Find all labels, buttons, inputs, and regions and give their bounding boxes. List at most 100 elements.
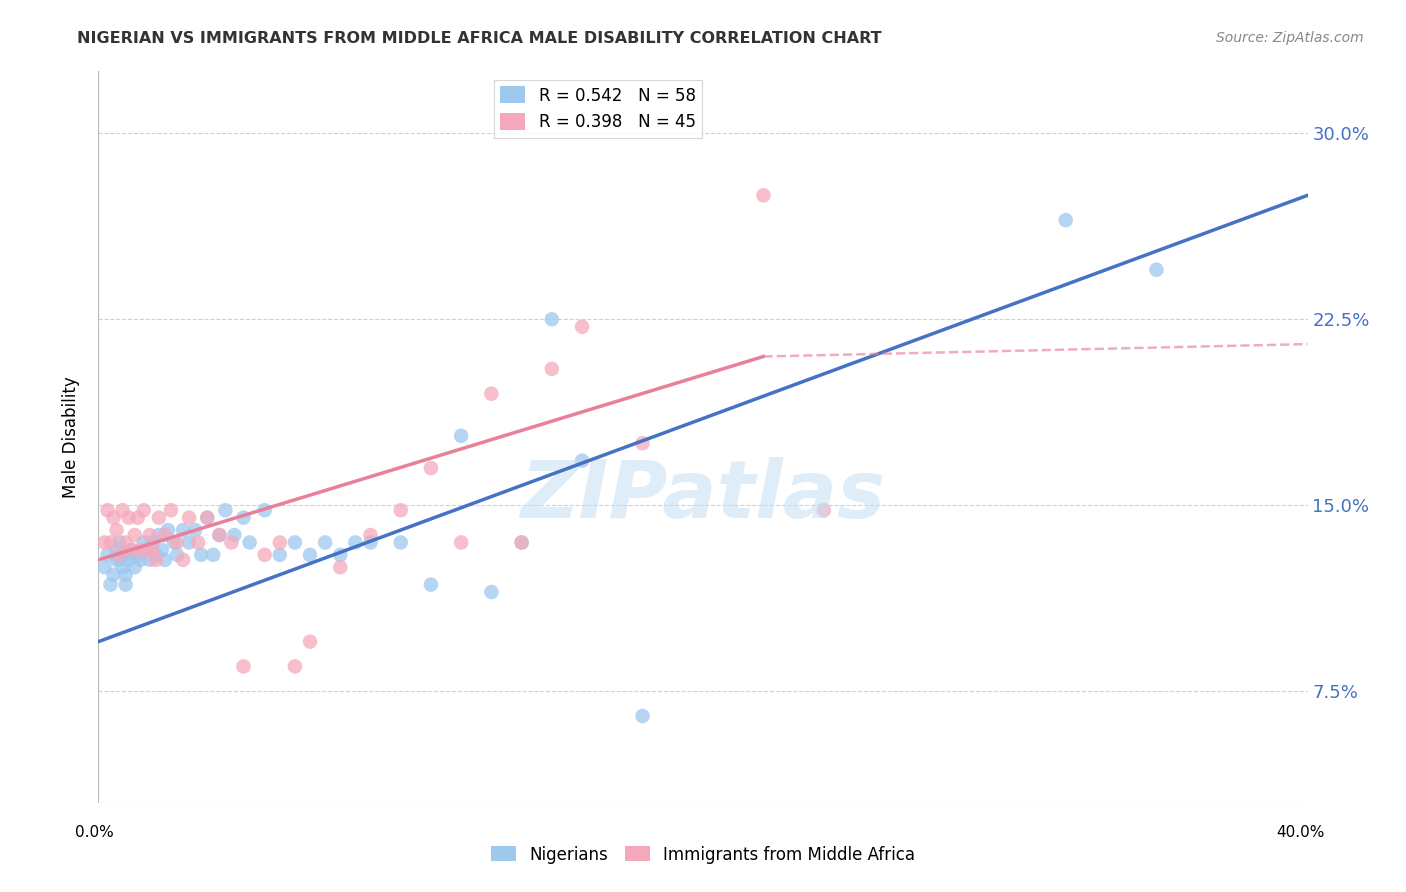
Point: [111, 503, 134, 517]
Point: [93, 535, 115, 549]
Point: [103, 567, 125, 582]
Point: [153, 553, 176, 567]
Point: [127, 548, 149, 562]
Point: [208, 528, 231, 542]
Point: [100, 535, 122, 549]
Point: [121, 542, 143, 557]
Point: [108, 548, 131, 562]
Point: [184, 523, 207, 537]
Point: [148, 510, 170, 524]
Point: [142, 535, 165, 549]
Point: [153, 528, 176, 542]
Legend: R = 0.542   N = 58, R = 0.398   N = 45: R = 0.542 N = 58, R = 0.398 N = 45: [494, 79, 703, 137]
Point: [114, 535, 136, 549]
Point: [166, 548, 188, 562]
Point: [172, 553, 194, 567]
Point: [202, 548, 225, 562]
Point: [103, 510, 125, 524]
Point: [631, 436, 654, 450]
Point: [166, 535, 188, 549]
Point: [360, 528, 382, 542]
Point: [221, 535, 243, 549]
Point: [813, 503, 835, 517]
Point: [232, 659, 254, 673]
Point: [160, 503, 183, 517]
Point: [129, 542, 152, 557]
Point: [214, 503, 236, 517]
Y-axis label: Male Disability: Male Disability: [62, 376, 80, 498]
Point: [299, 548, 322, 562]
Text: 0.0%: 0.0%: [75, 825, 114, 840]
Text: Source: ZipAtlas.com: Source: ZipAtlas.com: [1216, 31, 1364, 45]
Point: [163, 535, 186, 549]
Point: [156, 523, 179, 537]
Point: [269, 535, 291, 549]
Point: [142, 542, 165, 557]
Point: [314, 535, 336, 549]
Point: [121, 542, 143, 557]
Point: [145, 553, 167, 567]
Point: [540, 312, 562, 326]
Point: [540, 362, 562, 376]
Point: [571, 319, 593, 334]
Point: [93, 560, 115, 574]
Point: [132, 535, 155, 549]
Point: [239, 535, 262, 549]
Point: [114, 567, 136, 582]
Legend: Nigerians, Immigrants from Middle Africa: Nigerians, Immigrants from Middle Africa: [484, 839, 922, 871]
Point: [571, 453, 593, 467]
Point: [118, 510, 141, 524]
Text: NIGERIAN VS IMMIGRANTS FROM MIDDLE AFRICA MALE DISABILITY CORRELATION CHART: NIGERIAN VS IMMIGRANTS FROM MIDDLE AFRIC…: [77, 31, 882, 46]
Point: [139, 553, 162, 567]
Point: [253, 548, 276, 562]
Point: [132, 503, 155, 517]
Point: [105, 523, 128, 537]
Point: [111, 560, 134, 574]
Point: [360, 535, 382, 549]
Point: [195, 510, 218, 524]
Point: [195, 510, 218, 524]
Point: [150, 542, 173, 557]
Point: [108, 535, 131, 549]
Point: [344, 535, 367, 549]
Point: [450, 535, 472, 549]
Point: [481, 386, 503, 401]
Point: [179, 535, 201, 549]
Point: [1144, 262, 1167, 277]
Point: [481, 585, 503, 599]
Point: [145, 548, 167, 562]
Point: [752, 188, 775, 202]
Point: [179, 510, 201, 524]
Point: [253, 503, 276, 517]
Point: [208, 528, 231, 542]
Point: [105, 542, 128, 557]
Point: [96, 503, 118, 517]
Point: [389, 503, 412, 517]
Point: [135, 542, 157, 557]
Text: 40.0%: 40.0%: [1277, 825, 1324, 840]
Point: [118, 553, 141, 567]
Point: [172, 523, 194, 537]
Point: [139, 528, 162, 542]
Point: [420, 577, 443, 591]
Point: [135, 542, 157, 557]
Point: [510, 535, 533, 549]
Point: [111, 548, 134, 562]
Point: [631, 709, 654, 723]
Point: [187, 535, 209, 549]
Point: [420, 461, 443, 475]
Point: [127, 510, 149, 524]
Point: [299, 634, 322, 648]
Point: [108, 553, 131, 567]
Point: [284, 535, 307, 549]
Point: [114, 577, 136, 591]
Point: [510, 535, 533, 549]
Point: [224, 528, 246, 542]
Point: [105, 553, 128, 567]
Point: [389, 535, 412, 549]
Point: [148, 528, 170, 542]
Point: [190, 548, 212, 562]
Point: [100, 577, 122, 591]
Point: [329, 560, 352, 574]
Point: [1054, 213, 1077, 227]
